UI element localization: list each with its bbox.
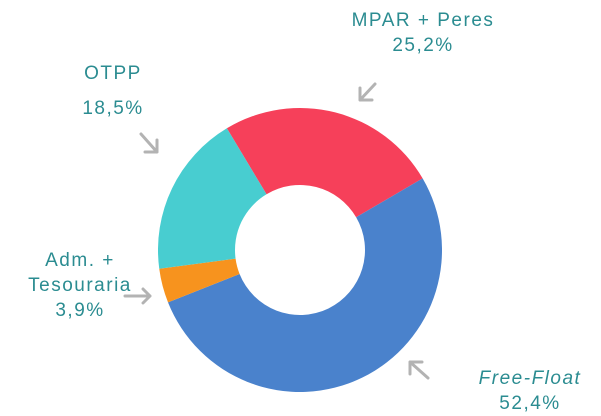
slice <box>159 258 240 303</box>
label: OTPP 18,5% <box>82 61 143 121</box>
label: Free-Float 52,4% <box>479 366 582 416</box>
slice-value: 3,9% <box>55 300 105 321</box>
slice-value: 52,4% <box>499 393 561 414</box>
slice-name: OTPP <box>84 63 142 84</box>
arrows <box>123 82 430 380</box>
slice-name: Free-Float <box>478 368 582 389</box>
arrow <box>139 132 159 154</box>
arrow <box>408 360 430 380</box>
donut <box>158 108 443 393</box>
arrow <box>123 287 152 305</box>
slice <box>158 128 267 269</box>
slice-name: MPAR + Peres <box>351 10 495 31</box>
slice <box>168 178 443 393</box>
slice-name: Adm. + Tesouraria <box>28 250 132 296</box>
label: MPAR + Peres 25,2% <box>352 8 495 58</box>
slice-value: 18,5% <box>82 98 144 119</box>
slice <box>226 108 423 218</box>
slice-value: 25,2% <box>392 35 454 56</box>
label: Adm. + Tesouraria 3,9% <box>28 248 132 323</box>
arrow <box>358 82 377 102</box>
